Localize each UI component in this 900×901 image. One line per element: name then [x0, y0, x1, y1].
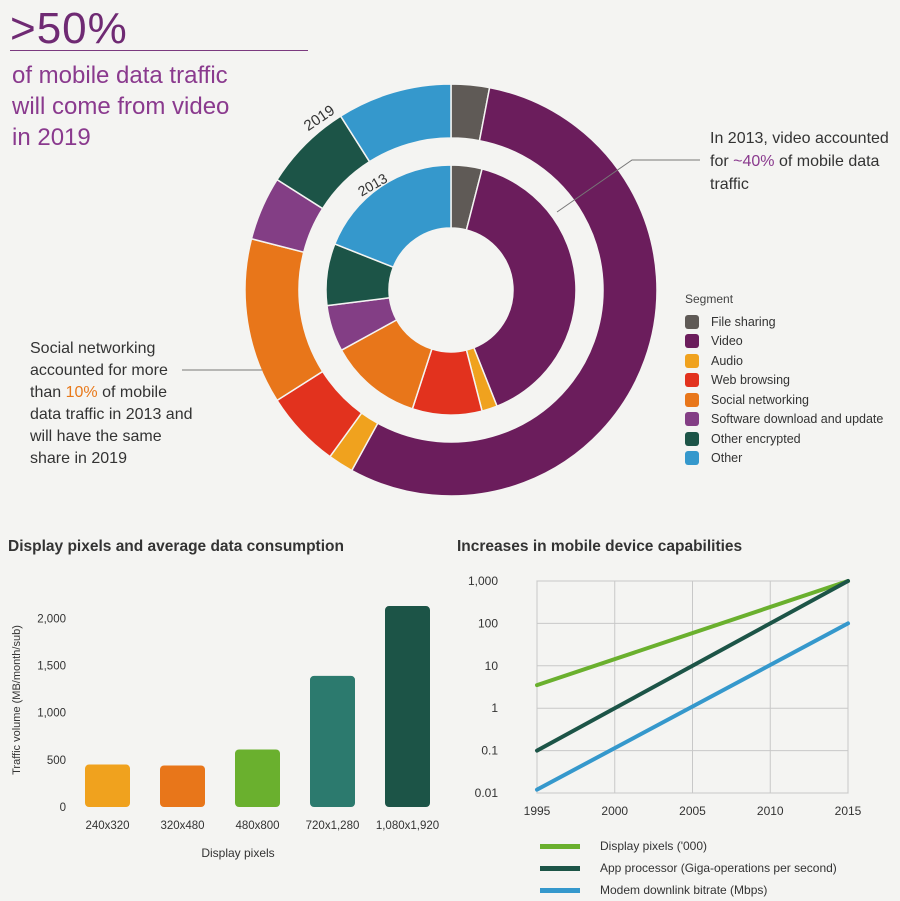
legend-swatch	[685, 431, 699, 446]
line-x-tick-label: 1995	[524, 804, 551, 818]
line-x-tick-label: 2000	[601, 804, 628, 818]
headline-line-3: in 2019	[12, 124, 91, 151]
bar-x-tick-label: 480x800	[235, 820, 279, 832]
bar	[385, 606, 430, 807]
series-line	[535, 621, 850, 792]
social-annotation-text: Social networking accounted for more tha…	[30, 340, 168, 401]
line-chart: 0.01 0.1 1 10 100 1,000 1995 2000 2005 2010 2015	[468, 574, 862, 818]
line-legend-item: App processor (Giga-operations per secon…	[540, 857, 837, 879]
legend-swatch	[685, 412, 699, 427]
legend-item: Video	[685, 332, 883, 352]
legend-swatch	[685, 392, 699, 407]
bar-x-tick-label: 1,080x1,920	[376, 820, 439, 832]
line-legend-swatch	[540, 843, 580, 849]
legend-label: Other encrypted	[711, 431, 801, 446]
bar-y-tick-label: 500	[47, 755, 66, 767]
legend-swatch	[685, 451, 699, 466]
legend-label: Web browsing	[711, 373, 790, 388]
line-x-tick-label: 2005	[679, 804, 706, 818]
line-y-tick-label: 10	[485, 659, 499, 673]
line-x-tick-label: 2015	[835, 804, 862, 818]
headline-line-2: will come from video	[12, 93, 230, 120]
legend-title: Segment	[685, 292, 734, 306]
bar-x-tick-label: 320x480	[160, 820, 204, 832]
legend-item: File sharing	[685, 312, 883, 332]
line-x-tick-label: 2010	[757, 804, 784, 818]
line-y-tick-label: 0.1	[481, 744, 498, 758]
legend-label: Social networking	[711, 392, 809, 407]
bar	[235, 749, 280, 807]
video-annotation-text: In 2013, video accounted for	[710, 130, 889, 170]
headline-stat: >50%	[10, 4, 128, 53]
social-annotation: Social networking accounted for more tha…	[30, 338, 200, 470]
line-legend-label: Modem downlink bitrate (Mbps)	[600, 883, 768, 897]
video-annotation-text-end: of mobile data traffic	[710, 153, 880, 193]
bar-chart: 0 500 1,000 1,500 2,000 240x320 320x480 480x800…	[11, 606, 439, 860]
donut-slice	[350, 86, 658, 497]
legend-item: Social networking	[685, 390, 883, 410]
headline-line-1: of mobile data traffic	[12, 62, 228, 89]
bar-y-tick-label: 2,000	[37, 613, 66, 625]
line-chart-title: Increases in mobile device capabilities	[457, 538, 743, 555]
donut-slice	[339, 83, 452, 163]
video-annotation: In 2013, video accounted for ~40% of mob…	[710, 127, 895, 196]
video-leader-line	[556, 159, 700, 213]
bar-chart-title: Display pixels and average data consumpt…	[8, 538, 344, 555]
legend-swatch	[685, 334, 699, 349]
legend-swatch	[685, 353, 699, 368]
line-y-tick-label: 100	[478, 616, 498, 630]
bar	[310, 675, 355, 807]
line-legend-swatch	[540, 887, 580, 893]
bar	[85, 764, 130, 807]
bar-x-axis-label: Display pixels	[201, 846, 274, 860]
headline-divider	[10, 50, 308, 51]
social-annotation-highlight: 10%	[65, 384, 98, 401]
legend-label: Other	[711, 451, 743, 466]
bar-y-tick-label: 1,000	[37, 708, 66, 720]
legend-label: Software download and update	[711, 412, 884, 427]
video-annotation-highlight: ~40%	[733, 153, 775, 170]
segment-legend: Segment File sharing Video Audio Web bro…	[685, 292, 883, 468]
line-y-tick-label: 1	[491, 701, 498, 715]
line-legend-label: Display pixels ('000)	[600, 839, 707, 853]
legend-swatch	[685, 314, 699, 329]
legend-label: Video	[711, 334, 743, 349]
line-y-tick-label: 0.01	[475, 786, 499, 800]
legend-label: File sharing	[711, 314, 776, 329]
bar-y-axis-label: Traffic volume (MB/month/sub)	[11, 625, 23, 775]
donut-slice	[465, 168, 577, 408]
donut-slice	[333, 164, 452, 269]
headline-text: of mobile data traffic will come from vi…	[12, 60, 302, 153]
legend-swatch	[685, 373, 699, 388]
bar	[160, 765, 205, 807]
bar-x-tick-label: 720x1,280	[306, 820, 360, 832]
line-legend-item: Display pixels ('000)	[540, 835, 837, 857]
line-legend-label: App processor (Giga-operations per secon…	[600, 861, 837, 875]
legend-item: Other encrypted	[685, 429, 883, 449]
line-chart-legend: Display pixels ('000) App processor (Gig…	[540, 835, 837, 901]
bar-y-tick-label: 0	[60, 802, 66, 814]
line-y-tick-label: 1,000	[468, 574, 498, 588]
bar-x-tick-label: 240x320	[85, 820, 129, 832]
legend-item: Audio	[685, 351, 883, 371]
series-line	[535, 579, 850, 753]
legend-label: Audio	[711, 353, 743, 368]
series-line	[535, 579, 850, 688]
line-legend-swatch	[540, 865, 580, 871]
legend-item: Other	[685, 449, 883, 469]
legend-item: Software download and update	[685, 410, 883, 430]
legend-item: Web browsing	[685, 371, 883, 391]
line-legend-item: Modem downlink bitrate (Mbps)	[540, 879, 837, 901]
bar-y-tick-label: 1,500	[37, 660, 66, 672]
donut-slice	[244, 237, 324, 402]
social-annotation-text-end: of mobile data traffic in 2013 and will …	[30, 384, 193, 467]
